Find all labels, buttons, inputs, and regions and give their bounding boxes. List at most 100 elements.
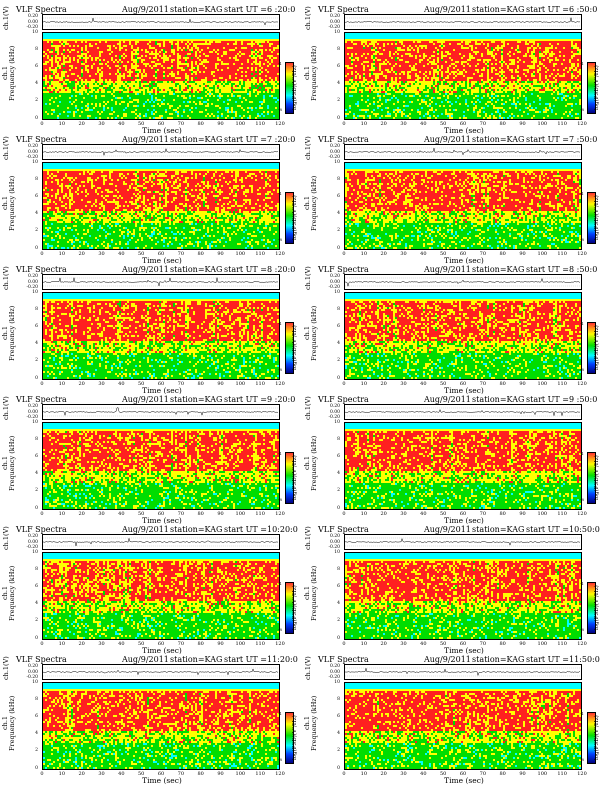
freq-tick: 2 — [320, 228, 340, 233]
vlf-panel-6: VLF Spectra Aug/9/2011 station=KAG start… — [304, 264, 599, 392]
waveform-ylabel: ch.1(V) — [304, 144, 316, 160]
colorbar-tick-bottom: -8 — [278, 368, 282, 372]
time-tick: 0 — [336, 381, 352, 387]
colorbar-label: log(PSD)(V²/Hz) — [292, 576, 302, 640]
freq-tick: 0 — [18, 636, 38, 641]
waveform-ylabel: ch.1(V) — [304, 534, 316, 550]
freq-tick: 2 — [18, 488, 38, 493]
spectrogram-svg — [43, 683, 279, 769]
waveform-svg — [43, 665, 279, 679]
waveform-tick: 0.00 — [18, 540, 38, 545]
freq-tick: 10 — [320, 160, 340, 165]
time-tick: 100 — [232, 121, 248, 127]
freq-tick: 8 — [18, 47, 38, 52]
colorbar-label: log(PSD)(V²/Hz) — [594, 706, 604, 770]
waveform-svg — [345, 15, 581, 29]
freq-tick: 6 — [18, 194, 38, 199]
spectrogram-plot — [344, 552, 582, 640]
spectrogram-ylabel-frequency: Frequency (kHz) — [8, 695, 16, 750]
vlf-panel-5: VLF Spectra Aug/9/2011 station=KAG start… — [2, 264, 297, 392]
waveform-tick: 0.20 — [18, 274, 38, 279]
time-tick: 30 — [396, 251, 412, 257]
time-tick: 40 — [415, 641, 431, 647]
time-tick: 90 — [515, 121, 531, 127]
spectrogram-svg — [345, 293, 581, 379]
spectrogram-plot — [344, 292, 582, 380]
freq-tick: 10 — [320, 420, 340, 425]
time-tick: 10 — [356, 121, 372, 127]
time-tick: 100 — [534, 771, 550, 777]
colorbar-label: log(PSD)(V²/Hz) — [292, 186, 302, 250]
time-tick: 30 — [94, 641, 110, 647]
time-tick: 0 — [336, 511, 352, 517]
time-tick: 70 — [173, 251, 189, 257]
waveform-tick: 0.00 — [18, 20, 38, 25]
freq-tick: 6 — [320, 714, 340, 719]
time-tick: 30 — [396, 641, 412, 647]
time-tick: 0 — [34, 641, 50, 647]
waveform-svg — [345, 665, 581, 679]
colorbar-label: log(PSD)(V²/Hz) — [594, 576, 604, 640]
freq-tick: 0 — [18, 116, 38, 121]
vlf-panel-3: VLF Spectra Aug/9/2011 station=KAG start… — [2, 134, 297, 262]
time-tick: 0 — [336, 251, 352, 257]
time-tick: 50 — [133, 381, 149, 387]
waveform-plot — [344, 274, 582, 290]
colorbar-tick-bottom: -8 — [580, 238, 584, 242]
time-tick: 80 — [193, 121, 209, 127]
spectrogram-ylabel-frequency: Frequency (kHz) — [8, 175, 16, 230]
waveform-ylabel: ch.1(V) — [2, 664, 14, 680]
time-tick: 0 — [336, 121, 352, 127]
freq-tick: 4 — [18, 341, 38, 346]
freq-tick: 10 — [320, 290, 340, 295]
freq-tick: 8 — [320, 307, 340, 312]
time-tick: 50 — [133, 641, 149, 647]
spectrogram-ylabel-frequency: Frequency (kHz) — [310, 565, 318, 620]
time-tick: 110 — [554, 381, 570, 387]
freq-tick: 4 — [18, 731, 38, 736]
waveform-ylabel: ch.1(V) — [304, 664, 316, 680]
time-tick: 50 — [133, 771, 149, 777]
waveform-plot — [42, 14, 280, 30]
time-tick: 40 — [415, 251, 431, 257]
spectrogram-ylabel-frequency: Frequency (kHz) — [8, 305, 16, 360]
time-tick: 40 — [415, 511, 431, 517]
freq-tick: 4 — [18, 81, 38, 86]
spectrogram-plot — [344, 682, 582, 770]
waveform-tick: 0.00 — [18, 150, 38, 155]
spectrogram-plot — [42, 162, 280, 250]
vlf-panel-9: VLF Spectra Aug/9/2011 station=KAG start… — [2, 524, 297, 652]
colorbar-tick-top: -1 — [580, 192, 584, 196]
freq-tick: 0 — [320, 636, 340, 641]
time-tick: 30 — [94, 771, 110, 777]
time-tick: 50 — [435, 121, 451, 127]
time-tick: 10 — [356, 251, 372, 257]
time-tick: 110 — [554, 121, 570, 127]
freq-tick: 10 — [18, 550, 38, 555]
time-tick: 80 — [495, 251, 511, 257]
time-tick: 50 — [133, 511, 149, 517]
time-tick: 60 — [153, 121, 169, 127]
vlf-panel-12: VLF Spectra Aug/9/2011 station=KAG start… — [304, 654, 599, 782]
waveform-plot — [42, 404, 280, 420]
time-tick: 10 — [54, 771, 70, 777]
time-tick: 110 — [252, 381, 268, 387]
spectrogram-plot — [42, 32, 280, 120]
waveform-plot — [344, 664, 582, 680]
time-tick: 60 — [455, 121, 471, 127]
time-tick: 0 — [34, 381, 50, 387]
vlf-panel-2: VLF Spectra Aug/9/2011 station=KAG start… — [304, 4, 599, 132]
time-tick: 50 — [435, 511, 451, 517]
time-tick: 50 — [435, 771, 451, 777]
freq-tick: 8 — [18, 567, 38, 572]
spectrogram-svg — [43, 293, 279, 379]
freq-tick: 8 — [320, 697, 340, 702]
time-tick: 50 — [435, 641, 451, 647]
freq-tick: 10 — [320, 30, 340, 35]
time-tick: 10 — [54, 511, 70, 517]
time-tick: 60 — [455, 251, 471, 257]
spectrogram-ylabel-frequency: Frequency (kHz) — [310, 435, 318, 490]
freq-tick: 4 — [320, 601, 340, 606]
time-tick: 120 — [272, 511, 288, 517]
freq-tick: 10 — [320, 550, 340, 555]
